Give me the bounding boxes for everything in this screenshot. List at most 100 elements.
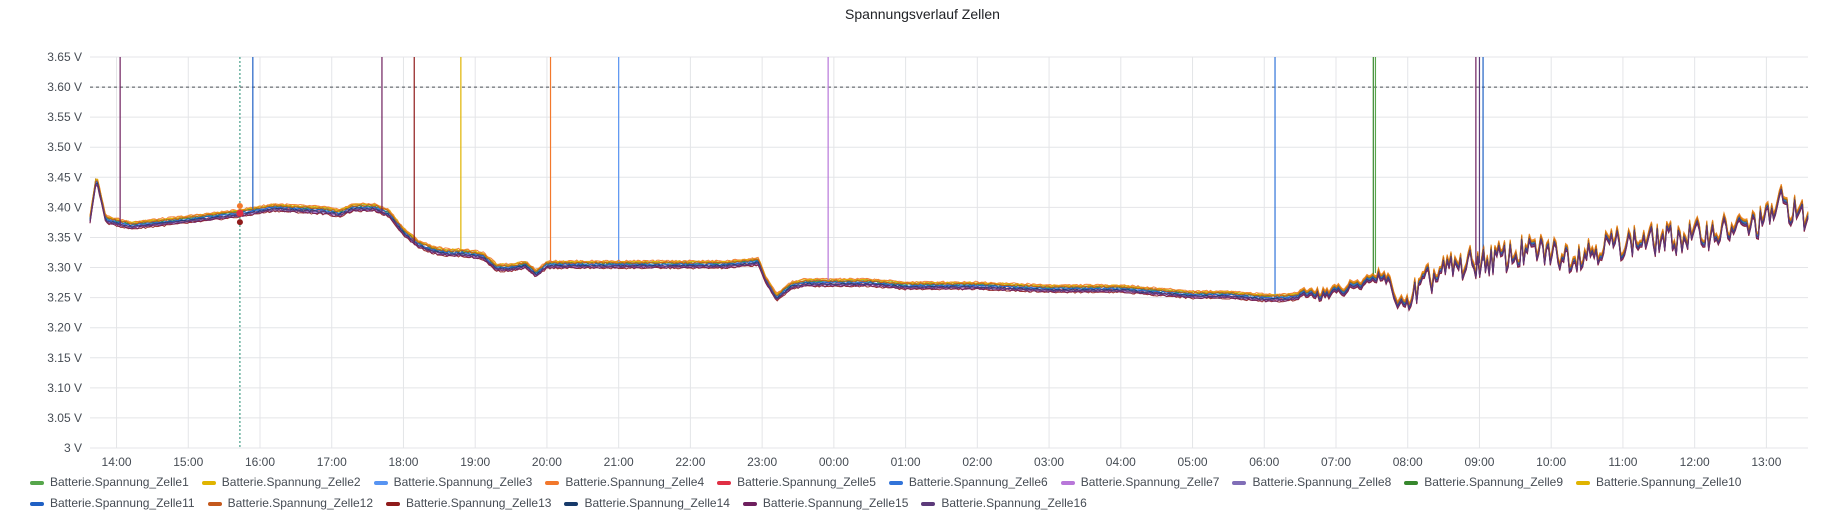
legend-label: Batterie.Spannung_Zelle3 [393, 475, 533, 489]
legend-label: Batterie.Spannung_Zelle14 [584, 496, 730, 510]
series-line-zelle13[interactable] [89, 185, 1809, 312]
x-tick-label: 10:00 [1536, 455, 1566, 469]
y-tick-label: 3.60 V [47, 80, 82, 94]
y-tick-label: 3.45 V [47, 170, 82, 184]
legend-swatch [201, 480, 216, 485]
legend-swatch [373, 480, 388, 485]
x-tick-label: 16:00 [245, 455, 275, 469]
x-tick-label: 00:00 [819, 455, 849, 469]
y-tick-label: 3.65 V [47, 50, 82, 64]
legend-label: Batterie.Spannung_Zelle11 [50, 496, 195, 510]
legend-item-zelle1[interactable]: Batterie.Spannung_Zelle1 [30, 472, 189, 493]
series-line-zelle15[interactable] [89, 184, 1809, 312]
legend-label: Batterie.Spannung_Zelle9 [1424, 475, 1564, 489]
crosshair-point [236, 219, 243, 226]
legend-swatch [1232, 480, 1247, 485]
legend-swatch [1576, 480, 1591, 485]
legend-item-zelle15[interactable]: Batterie.Spannung_Zelle15 [742, 493, 909, 514]
line-chart[interactable]: 3 V 3.05 V 3.10 V 3.15 V 3.20 V 3.25 V 3.30 V 3… [0, 0, 1845, 470]
legend-item-zelle9[interactable]: Batterie.Spannung_Zelle9 [1404, 472, 1563, 493]
legend-label: Batterie.Spannung_Zelle12 [227, 496, 374, 510]
legend-item-zelle7[interactable]: Batterie.Spannung_Zelle7 [1060, 472, 1220, 493]
legend-label: Batterie.Spannung_Zelle4 [565, 475, 705, 489]
legend-swatch [207, 501, 222, 506]
y-tick-label: 3.35 V [47, 230, 82, 244]
legend-item-zelle14[interactable]: Batterie.Spannung_Zelle14 [564, 493, 730, 514]
y-tick-label: 3.15 V [47, 351, 82, 365]
legend-item-zelle13[interactable]: Batterie.Spannung_Zelle13 [386, 493, 551, 514]
legend-item-zelle16[interactable]: Batterie.Spannung_Zelle16 [921, 493, 1087, 514]
legend-item-zelle8[interactable]: Batterie.Spannung_Zelle8 [1232, 472, 1391, 493]
y-tick-label: 3.05 V [47, 411, 82, 425]
legend-label: Batterie.Spannung_Zelle15 [762, 496, 909, 510]
x-tick-label: 21:00 [604, 455, 634, 469]
y-tick-label: 3.25 V [47, 291, 82, 305]
legend-item-zelle6[interactable]: Batterie.Spannung_Zelle6 [888, 472, 1048, 493]
series-line-zelle14[interactable] [89, 182, 1809, 310]
x-tick-label: 19:00 [460, 455, 490, 469]
legend-swatch [386, 501, 401, 506]
x-tick-label: 20:00 [532, 455, 562, 469]
legend-item-zelle12[interactable]: Batterie.Spannung_Zelle12 [207, 493, 374, 514]
legend-swatch [921, 501, 936, 506]
legend-label: Batterie.Spannung_Zelle13 [406, 496, 552, 510]
legend-swatch [1404, 480, 1419, 485]
legend-item-zelle4[interactable]: Batterie.Spannung_Zelle4 [545, 472, 704, 493]
series-line-zelle16[interactable] [89, 183, 1809, 311]
legend-swatch [888, 480, 903, 485]
series-line-zelle7[interactable] [89, 183, 1809, 311]
x-tick-label: 02:00 [962, 455, 992, 469]
x-tick-label: 08:00 [1393, 455, 1423, 469]
legend-label: Batterie.Spannung_Zelle16 [941, 496, 1087, 510]
legend-label: Batterie.Spannung_Zelle10 [1596, 475, 1742, 489]
x-tick-label: 01:00 [891, 455, 921, 469]
y-tick-label: 3.10 V [47, 381, 82, 395]
x-tick-label: 13:00 [1751, 455, 1781, 469]
legend-label: Batterie.Spannung_Zelle5 [737, 475, 876, 489]
legend-item-zelle3[interactable]: Batterie.Spannung_Zelle3 [373, 472, 533, 493]
legend-label: Batterie.Spannung_Zelle6 [908, 475, 1048, 489]
x-tick-label: 23:00 [747, 455, 777, 469]
crosshair-point [236, 209, 244, 217]
x-tick-label: 18:00 [388, 455, 418, 469]
legend-swatch [1060, 480, 1075, 485]
x-tick-label: 04:00 [1106, 455, 1136, 469]
x-tick-label: 14:00 [102, 455, 132, 469]
y-tick-label: 3.20 V [47, 321, 82, 335]
legend-label: Batterie.Spannung_Zelle7 [1080, 475, 1220, 489]
x-tick-label: 15:00 [173, 455, 203, 469]
y-tick-label: 3 V [64, 441, 82, 455]
x-tick-label: 22:00 [675, 455, 705, 469]
legend-label: Batterie.Spannung_Zelle8 [1252, 475, 1392, 489]
series-line-zelle12[interactable] [89, 180, 1809, 307]
series-line-zelle8[interactable] [89, 183, 1809, 311]
y-tick-label: 3.40 V [47, 200, 82, 214]
x-tick-label: 07:00 [1321, 455, 1351, 469]
legend-swatch [564, 501, 579, 506]
legend-swatch [742, 501, 757, 506]
x-tick-label: 09:00 [1464, 455, 1494, 469]
legend-swatch [30, 501, 44, 506]
legend-item-zelle10[interactable]: Batterie.Spannung_Zelle10 [1576, 472, 1741, 493]
x-tick-label: 11:00 [1608, 455, 1637, 469]
x-tick-label: 12:00 [1680, 455, 1710, 469]
series-line-zelle10[interactable] [89, 179, 1809, 306]
legend-swatch [30, 480, 44, 485]
y-tick-label: 3.50 V [47, 140, 82, 154]
x-tick-label: 05:00 [1178, 455, 1208, 469]
legend: Batterie.Spannung_Zelle1 Batterie.Spannun… [30, 472, 1820, 514]
legend-swatch [545, 480, 560, 485]
legend-item-zelle11[interactable]: Batterie.Spannung_Zelle11 [30, 493, 195, 514]
legend-item-zelle5[interactable]: Batterie.Spannung_Zelle5 [717, 472, 876, 493]
y-tick-label: 3.30 V [47, 261, 82, 275]
legend-label: Batterie.Spannung_Zelle1 [50, 475, 189, 489]
legend-item-zelle2[interactable]: Batterie.Spannung_Zelle2 [201, 472, 361, 493]
x-tick-label: 17:00 [317, 455, 347, 469]
chart-title: Spannungsverlauf Zellen [845, 6, 1000, 22]
crosshair-point [236, 202, 243, 209]
x-tick-label: 03:00 [1034, 455, 1064, 469]
y-tick-label: 3.55 V [47, 110, 82, 124]
legend-label: Batterie.Spannung_Zelle2 [221, 475, 361, 489]
legend-swatch [717, 480, 732, 485]
